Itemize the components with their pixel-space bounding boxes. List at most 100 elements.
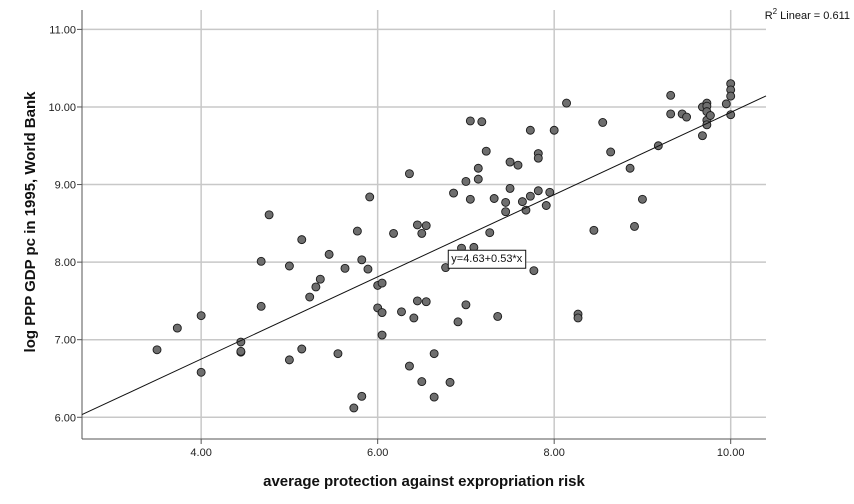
- data-point: [363, 264, 373, 274]
- fit-equation-box: [447, 249, 527, 269]
- data-point: [417, 377, 427, 387]
- data-point: [357, 391, 367, 401]
- data-point: [417, 228, 427, 238]
- data-point: [726, 91, 736, 101]
- y-tick-labels: 6.00 7.00 8.00 9.00 10.00 11.00: [48, 24, 76, 424]
- data-point: [445, 377, 455, 387]
- r2-label: R2 Linear = 0.611: [765, 7, 850, 22]
- data-point: [284, 355, 294, 365]
- data-point: [429, 392, 439, 402]
- data-point: [705, 111, 715, 120]
- data-point: [589, 225, 599, 235]
- y-axis-title: log PPP GDP pc in 1995, World Bank: [22, 91, 39, 353]
- data-point: [465, 116, 475, 126]
- data-point: [529, 266, 539, 276]
- data-point: [461, 176, 471, 186]
- data-point: [682, 112, 692, 122]
- data-point: [453, 317, 463, 327]
- data-point: [315, 274, 325, 284]
- data-point: [349, 403, 359, 413]
- data-point: [333, 349, 343, 359]
- y-tick-label: 8.00: [55, 257, 76, 269]
- fit-equation-text: y=4.63+0.53*x: [451, 253, 522, 265]
- data-point: [606, 147, 616, 157]
- y-tick-label: 11.00: [49, 24, 76, 36]
- fit-line: [81, 95, 767, 416]
- data-point: [256, 301, 266, 311]
- data-point: [297, 344, 307, 354]
- data-point: [236, 346, 246, 356]
- r2-rest: Linear = 0.611: [777, 10, 850, 22]
- data-point: [377, 278, 387, 288]
- data-point: [397, 307, 406, 317]
- data-point: [297, 235, 307, 245]
- data-point: [264, 210, 274, 220]
- data-point: [637, 194, 647, 204]
- data-point: [412, 296, 422, 306]
- data-point: [517, 197, 527, 207]
- data-point: [625, 163, 635, 173]
- y-tick-label: 9.00: [55, 180, 76, 192]
- data-point: [477, 117, 487, 127]
- data-point: [357, 255, 367, 265]
- data-point: [196, 311, 206, 321]
- data-point: [485, 228, 495, 238]
- data-point: [324, 249, 334, 259]
- data-point: [489, 194, 499, 203]
- x-tick-label: 10.00: [717, 447, 745, 459]
- data-point: [721, 99, 731, 109]
- data-point: [493, 311, 503, 321]
- data-point: [421, 297, 431, 307]
- data-point: [365, 192, 375, 202]
- data-point: [421, 221, 431, 231]
- data-point: [513, 160, 523, 170]
- data-point: [525, 125, 535, 135]
- y-tick-label: 7.00: [55, 335, 76, 347]
- data-point: [461, 300, 471, 310]
- data-point: [429, 349, 439, 359]
- r2-superscript: 2: [773, 7, 778, 16]
- data-point: [505, 183, 515, 193]
- r2-prefix: R: [765, 10, 773, 22]
- data-point: [172, 323, 182, 333]
- data-point: [501, 197, 511, 207]
- data-point: [305, 292, 315, 302]
- data-point: [256, 256, 266, 266]
- y-tick-label: 10.00: [48, 102, 76, 114]
- data-point: [404, 361, 414, 371]
- x-tick-label: 8.00: [543, 447, 564, 459]
- data-point: [666, 90, 676, 100]
- data-point: [377, 330, 387, 340]
- data-point: [465, 194, 475, 204]
- data-point: [284, 261, 294, 271]
- data-point: [196, 367, 206, 377]
- data-point: [501, 207, 511, 217]
- x-tick-labels: 4.00 6.00 8.00 10.00: [190, 447, 744, 459]
- grid-lines: [77, 10, 766, 444]
- data-point: [505, 157, 515, 167]
- data-point: [573, 313, 583, 323]
- data-point: [412, 220, 422, 230]
- data-point: [533, 186, 543, 196]
- data-point: [152, 345, 162, 355]
- data-point: [473, 163, 483, 173]
- data-point: [481, 146, 491, 156]
- data-point: [541, 201, 551, 210]
- x-tick-label: 6.00: [367, 447, 388, 459]
- data-point: [404, 169, 414, 179]
- data-point: [340, 263, 350, 273]
- y-tick-label: 6.00: [55, 412, 76, 424]
- data-point: [409, 313, 419, 323]
- x-tick-label: 4.00: [190, 447, 211, 459]
- data-point: [389, 228, 399, 238]
- data-point: [630, 221, 639, 231]
- data-point: [473, 174, 483, 184]
- data-point: [698, 131, 707, 141]
- data-point: [549, 125, 559, 135]
- data-point: [377, 308, 387, 317]
- data-point: [352, 226, 362, 236]
- data-point: [666, 109, 676, 119]
- data-point: [562, 98, 571, 108]
- x-axis-title: average protection against expropriation…: [263, 473, 585, 490]
- data-point: [449, 188, 459, 198]
